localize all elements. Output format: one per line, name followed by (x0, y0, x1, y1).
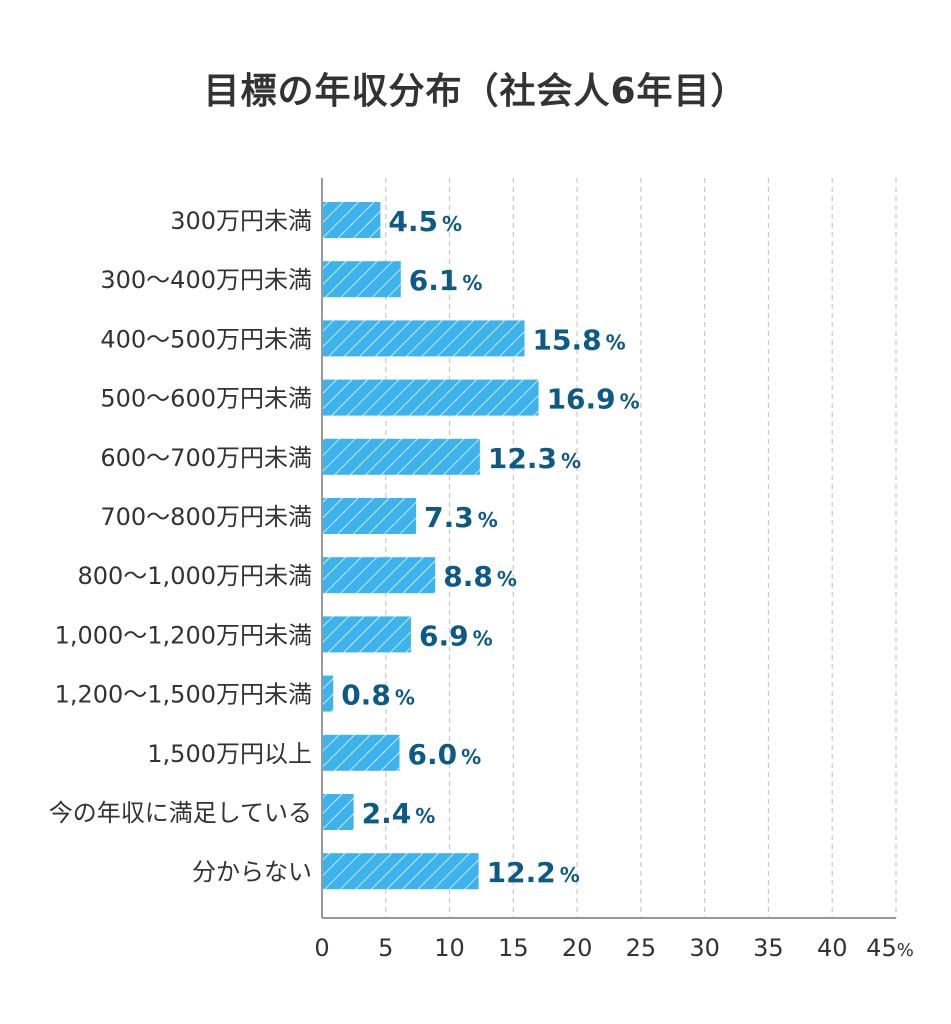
x-tick-label: 40 (817, 934, 848, 962)
x-tick-label: 5 (378, 934, 393, 962)
x-tick-label: 25 (626, 934, 657, 962)
category-label: 300〜400万円未満 (100, 266, 312, 294)
value-label: 0.8% (341, 679, 415, 712)
category-label: 500〜600万円未満 (100, 385, 312, 413)
category-label: 800〜1,000万円未満 (77, 562, 312, 590)
x-tick-label: 30 (689, 934, 720, 962)
category-label: 分からない (192, 858, 312, 886)
value-unit: % (606, 330, 626, 354)
bar (323, 438, 480, 475)
category-label: 400〜500万円未満 (100, 325, 312, 353)
value-unit: % (473, 626, 493, 650)
bar (323, 498, 417, 534)
value-label: 7.3% (424, 501, 498, 534)
value-label: 6.0% (408, 738, 482, 771)
value-label: 8.8% (443, 560, 517, 593)
bar (323, 853, 479, 890)
bar (323, 202, 381, 238)
x-tick-label: 35 (753, 934, 784, 962)
value-label: 16.9% (547, 383, 640, 416)
x-tick-label: 15 (498, 934, 529, 962)
category-label: 1,200〜1,500万円未満 (55, 681, 312, 709)
category-label: 1,000〜1,200万円未満 (55, 621, 312, 649)
grid-lines (385, 178, 897, 918)
axes (321, 178, 896, 919)
bar (323, 261, 401, 298)
value-unit: % (560, 863, 580, 887)
value-unit: % (497, 567, 517, 591)
value-unit: % (561, 449, 581, 473)
category-label: 700〜800万円未満 (100, 503, 312, 531)
x-tick-label: 10 (434, 934, 465, 962)
x-tick-unit: % (897, 940, 914, 961)
bar (323, 675, 334, 712)
value-label: 12.3% (488, 442, 581, 475)
bar (323, 320, 525, 357)
x-tick-label: 20 (562, 934, 593, 962)
category-label: 300万円未満 (170, 207, 312, 235)
value-label: 4.5% (388, 205, 462, 238)
value-unit: % (395, 686, 415, 710)
value-unit: % (478, 508, 498, 532)
bars (323, 202, 539, 890)
value-label: 2.4% (362, 797, 436, 830)
value-unit: % (620, 390, 640, 414)
value-unit: % (461, 745, 481, 769)
value-unit: % (462, 271, 482, 295)
x-tick-label: 0 (314, 934, 329, 962)
value-unit: % (415, 804, 435, 828)
chart-title: 目標の年収分布（社会人6年目） (203, 71, 748, 112)
value-label: 6.1% (409, 264, 483, 297)
bar (323, 794, 354, 830)
value-label: 6.9% (419, 619, 493, 652)
bar (323, 557, 436, 594)
bar (323, 616, 412, 653)
category-label: 600〜700万円未満 (100, 444, 312, 472)
value-label: 15.8% (533, 323, 626, 356)
value-unit: % (442, 212, 462, 236)
labels: 0 5 10 15 20 25 30 35 40 45% 300万円未満 4.5 % 300〜400万円未… (49, 205, 914, 962)
category-label: 1,500万円以上 (147, 740, 312, 768)
value-label: 12.2% (487, 856, 580, 889)
bar (323, 379, 539, 416)
category-label: 今の年収に満足している (49, 799, 312, 827)
bar (323, 734, 400, 771)
x-tick-label: 45% (866, 934, 914, 962)
